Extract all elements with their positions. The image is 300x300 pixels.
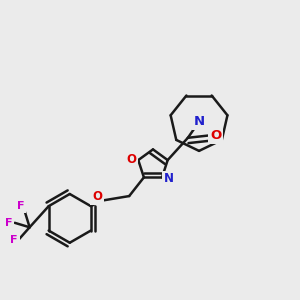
Text: O: O [127,153,137,166]
Text: O: O [92,190,102,203]
Text: N: N [164,172,174,185]
Text: N: N [194,115,205,128]
Text: O: O [210,129,221,142]
Text: F: F [17,202,25,212]
Text: F: F [11,235,18,245]
Text: F: F [5,218,13,228]
